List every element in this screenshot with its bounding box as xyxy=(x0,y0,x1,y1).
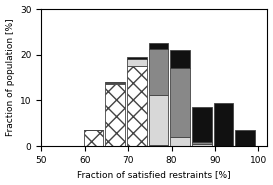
Y-axis label: Fraction of population [%]: Fraction of population [%] xyxy=(5,19,14,136)
Bar xyxy=(170,68,190,137)
Bar xyxy=(170,137,190,146)
Bar xyxy=(170,50,190,68)
Bar xyxy=(192,107,212,142)
Bar xyxy=(192,144,212,146)
Bar xyxy=(149,95,168,145)
Bar xyxy=(236,130,255,146)
Bar xyxy=(192,142,212,144)
Bar xyxy=(127,59,147,66)
Bar xyxy=(105,85,125,146)
Bar xyxy=(105,82,125,83)
Bar xyxy=(149,145,168,146)
Bar xyxy=(127,66,147,146)
Bar xyxy=(214,103,233,146)
X-axis label: Fraction of satisfied restraints [%]: Fraction of satisfied restraints [%] xyxy=(77,170,231,179)
Bar xyxy=(105,83,125,85)
Bar xyxy=(127,57,147,59)
Bar xyxy=(149,49,168,95)
Bar xyxy=(149,43,168,49)
Bar xyxy=(84,130,103,146)
